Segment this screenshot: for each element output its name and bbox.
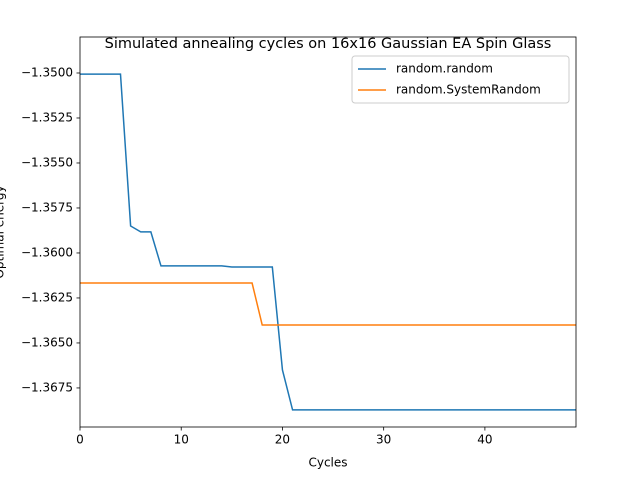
legend-label: random.random xyxy=(396,62,493,76)
y-tick-label: −1.3600 xyxy=(21,245,73,259)
y-tick-label: −1.3575 xyxy=(21,200,73,214)
legend-label: random.SystemRandom xyxy=(396,83,541,97)
x-tick-label: 30 xyxy=(376,433,391,447)
x-tick-label: 40 xyxy=(477,433,492,447)
y-tick-label: −1.3500 xyxy=(21,65,73,79)
y-tick-label: −1.3525 xyxy=(21,110,73,124)
y-tick-label: −1.3650 xyxy=(21,335,73,349)
data-line xyxy=(80,282,576,326)
y-tick-label: −1.3550 xyxy=(21,155,73,169)
y-tick-label: −1.3625 xyxy=(21,290,73,304)
x-tick-label: 10 xyxy=(174,433,189,447)
data-line xyxy=(80,73,576,411)
chart-title: Simulated annealing cycles on 16x16 Gaus… xyxy=(105,36,552,52)
legend-box xyxy=(351,55,570,104)
x-tick-label: 0 xyxy=(76,433,84,447)
x-axis-label: Cycles xyxy=(308,456,347,470)
plot-frame xyxy=(79,36,577,428)
y-axis-label: Optimal energy xyxy=(0,185,7,278)
y-tick-label: −1.3675 xyxy=(21,380,73,394)
x-tick-label: 20 xyxy=(275,433,290,447)
